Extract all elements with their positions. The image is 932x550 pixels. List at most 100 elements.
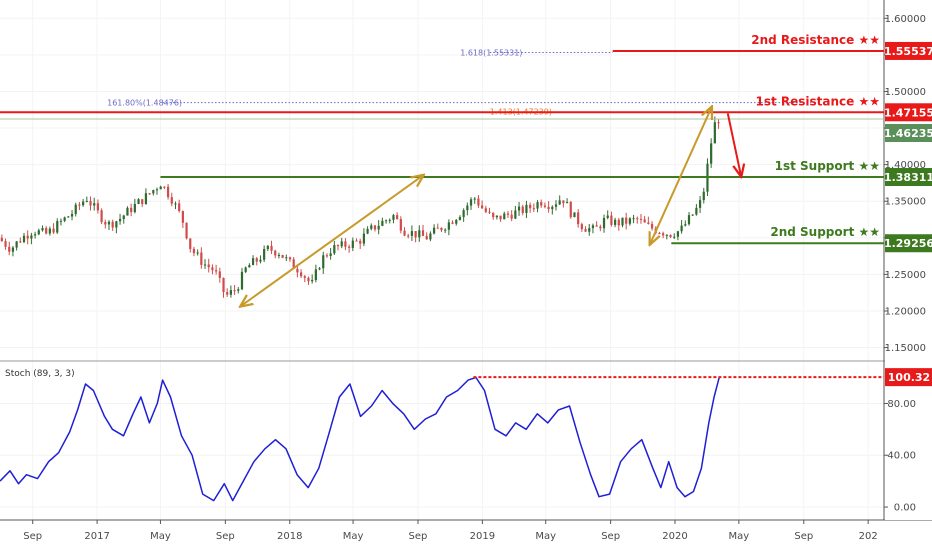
candle-body <box>192 248 196 254</box>
x-tick-label: Sep <box>409 531 428 542</box>
candle-body <box>669 234 672 238</box>
x-tick-label: May <box>343 531 364 542</box>
candle-body <box>366 228 369 234</box>
x-tick-label: Sep <box>23 531 42 542</box>
x-tick-label: Sep <box>794 531 813 542</box>
y-tick-label: 1.35000 <box>885 197 926 208</box>
stoch-value-tag <box>885 368 932 387</box>
resistance-2-price-tag-text: 1.55537 <box>884 45 932 58</box>
candle-body <box>429 233 432 240</box>
candle-body <box>174 203 177 205</box>
candle-body <box>503 213 506 220</box>
resistance-2-price-tag <box>885 41 932 60</box>
candle-body <box>359 240 362 244</box>
candle-body <box>447 222 450 230</box>
candle-body <box>455 219 458 224</box>
candle-body <box>425 235 428 240</box>
y-tick-label: 1.40000 <box>885 160 926 171</box>
candle-body <box>687 215 691 225</box>
candle-body <box>691 214 694 216</box>
candle-body <box>126 207 129 216</box>
candle-body <box>41 228 44 231</box>
candle-body <box>11 247 15 252</box>
candle-body <box>141 199 144 204</box>
candle-body <box>440 227 443 231</box>
candle-body <box>665 234 668 236</box>
candle-body <box>532 208 535 210</box>
candle-body <box>96 203 100 211</box>
candle-body <box>104 222 107 225</box>
candle-body <box>399 219 402 231</box>
candle-body <box>200 252 203 265</box>
candle-body <box>466 205 469 211</box>
candle-body <box>196 252 199 254</box>
candle-body <box>658 232 661 234</box>
candle-body <box>444 229 447 231</box>
candle-body <box>521 206 524 213</box>
candle-body <box>529 204 532 209</box>
candle-body <box>469 199 473 206</box>
candle-body <box>536 202 539 209</box>
stoch-line <box>0 376 721 502</box>
candle-body <box>551 206 554 210</box>
candle-body <box>233 290 236 292</box>
candle-body <box>436 227 439 229</box>
candle-body <box>74 204 77 214</box>
candle-body <box>133 203 136 213</box>
candle-body <box>540 202 543 206</box>
candle-body <box>207 264 210 268</box>
candle-body <box>348 246 351 248</box>
y-tick-label: 1.60000 <box>885 14 926 25</box>
candle-body <box>673 236 676 238</box>
candle-body <box>137 199 140 204</box>
candle-body <box>573 212 576 218</box>
candle-body <box>329 253 332 257</box>
candle-body <box>355 240 358 242</box>
candle-body <box>351 240 354 248</box>
x-tick-label: 202 <box>859 531 878 542</box>
candle-body <box>37 230 40 235</box>
candle-body <box>19 241 22 243</box>
candle-body <box>240 271 244 290</box>
candle-body <box>676 231 680 237</box>
candle-body <box>93 203 96 206</box>
candle-body <box>584 229 587 232</box>
candle-body <box>251 258 255 266</box>
candle-body <box>4 241 7 247</box>
candle-body <box>159 186 162 190</box>
candle-body <box>613 219 617 225</box>
candle-body <box>432 227 436 234</box>
candle-body <box>185 222 188 239</box>
candle-body <box>373 225 377 230</box>
candle-body <box>288 257 292 260</box>
candle-body <box>45 228 48 234</box>
candle-body <box>577 212 580 225</box>
candle-body <box>632 218 635 220</box>
candle-body <box>462 210 465 218</box>
candle-body <box>281 254 284 258</box>
candle-body <box>477 198 480 206</box>
candle-body <box>78 204 81 206</box>
candle-body <box>403 230 406 236</box>
candle-body <box>606 215 609 218</box>
candle-body <box>22 235 26 243</box>
candle-body <box>336 245 340 247</box>
price-axis-bg <box>885 0 932 520</box>
candle-body <box>311 279 314 282</box>
candle-body <box>67 216 70 218</box>
candle-body <box>107 221 111 225</box>
candle-body <box>144 193 148 204</box>
candle-body <box>506 213 510 215</box>
candle-body <box>381 220 384 226</box>
candle-body <box>130 207 133 213</box>
candle-body <box>392 215 395 220</box>
candle-body <box>407 235 410 237</box>
stoch-y-tick-label: 80.00 <box>887 399 916 410</box>
candle-body <box>296 268 299 273</box>
support-1-price-tag-text: 1.38311 <box>884 171 932 184</box>
candle-body <box>166 186 170 198</box>
candle-body <box>30 235 33 239</box>
candle-body <box>639 218 643 220</box>
candle-body <box>226 292 229 295</box>
